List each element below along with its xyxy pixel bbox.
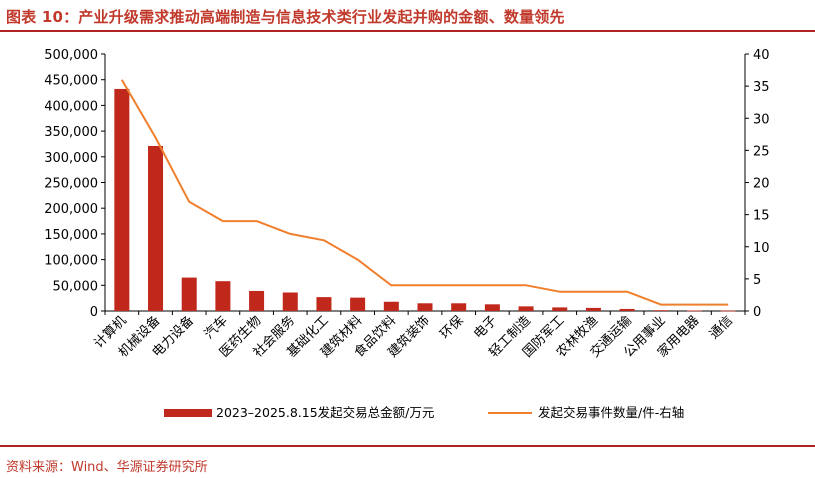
category-label: 环保 <box>438 313 467 342</box>
bar-series <box>114 88 736 312</box>
right-tick-label: 10 <box>753 241 770 256</box>
bar <box>552 307 568 311</box>
left-tick-label: 450,000 <box>44 74 98 89</box>
bar <box>215 281 231 311</box>
left-tick-label: 0 <box>90 305 98 320</box>
bar <box>114 88 130 311</box>
bar <box>316 297 332 311</box>
right-tick-label: 20 <box>753 177 770 192</box>
bar <box>585 307 601 311</box>
legend-bar-swatch <box>164 409 212 417</box>
left-tick-label: 150,000 <box>44 228 98 243</box>
bar <box>383 301 399 311</box>
right-tick-label: 0 <box>753 305 761 320</box>
source-rule <box>0 445 815 447</box>
bar <box>451 303 467 311</box>
axes <box>101 53 749 315</box>
left-tick-label: 350,000 <box>44 125 98 140</box>
line-series <box>120 79 729 306</box>
right-tick-label: 30 <box>753 112 770 127</box>
bar <box>518 306 534 311</box>
bar <box>350 297 366 311</box>
left-tick-label: 400,000 <box>44 99 98 114</box>
left-tick-label: 50,000 <box>53 279 99 294</box>
legend: 2023–2025.8.15发起交易总金额/万元 发起交易事件数量/件-右轴 <box>164 405 684 420</box>
combo-chart: 0 50,000 100,000 150,000 200,000 250,000 300,0… <box>44 48 770 420</box>
bar <box>282 292 298 311</box>
title-rule <box>0 30 815 32</box>
legend-line-label: 发起交易事件数量/件-右轴 <box>538 405 684 420</box>
line-path <box>120 79 729 306</box>
left-tick-label: 500,000 <box>44 48 98 63</box>
bar <box>653 310 669 312</box>
category-label: 电子 <box>471 313 500 342</box>
bar <box>720 310 736 312</box>
legend-bar-label: 2023–2025.8.15发起交易总金额/万元 <box>216 405 434 420</box>
right-tick-label: 35 <box>753 80 770 95</box>
left-tick-label: 300,000 <box>44 151 98 166</box>
bar <box>619 308 635 311</box>
right-tick-label: 15 <box>753 209 770 224</box>
source-note: 资料来源：Wind、华源证券研究所 <box>6 460 208 475</box>
bar <box>484 304 500 311</box>
category-label: 汽车 <box>201 313 231 343</box>
bar <box>417 303 433 311</box>
right-tick-label: 25 <box>753 144 770 159</box>
bar <box>686 310 702 312</box>
category-label: 通信 <box>707 313 736 342</box>
bar <box>148 146 164 311</box>
left-tick-label: 100,000 <box>44 254 98 269</box>
figure-title: 图表 10：产业升级需求推动高端制造与信息技术类行业发起并购的金额、数量领先 <box>6 8 565 26</box>
left-tick-label: 250,000 <box>44 177 98 192</box>
right-tick-label: 5 <box>753 273 761 288</box>
bar <box>249 290 265 311</box>
bar <box>181 277 197 311</box>
left-tick-label: 200,000 <box>44 202 98 217</box>
right-tick-label: 40 <box>753 48 770 63</box>
